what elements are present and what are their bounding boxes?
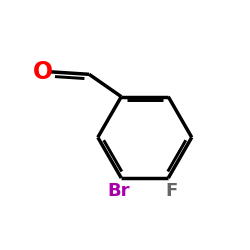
Text: F: F xyxy=(166,182,178,200)
Text: Br: Br xyxy=(108,182,130,200)
Text: O: O xyxy=(33,60,54,84)
